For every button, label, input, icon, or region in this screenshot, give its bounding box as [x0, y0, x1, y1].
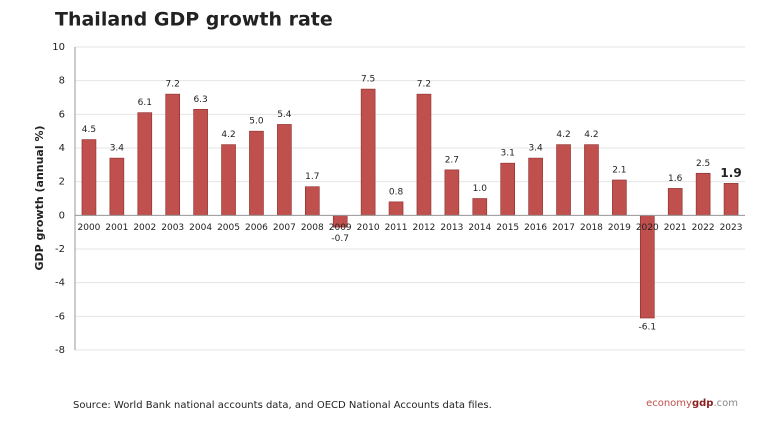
x-tick-label: 2006	[245, 223, 268, 233]
y-axis-label: GDP growth (annual %)	[33, 125, 46, 270]
x-tick-label: 2015	[496, 223, 519, 233]
bar	[612, 179, 627, 216]
value-label: 1.0	[473, 184, 488, 194]
bar	[81, 139, 97, 216]
bar	[444, 169, 460, 216]
x-tick-label: 2019	[608, 223, 631, 233]
value-label: 3.4	[110, 144, 125, 154]
bar	[137, 112, 153, 216]
x-tick-label: 2005	[217, 223, 240, 233]
y-tick-label: 2	[59, 177, 65, 188]
bar	[667, 188, 683, 216]
x-tick-label: 2011	[385, 223, 408, 233]
y-tick-label: 10	[52, 42, 65, 53]
value-label: 7.5	[361, 75, 375, 85]
x-tick-label: 2020	[636, 223, 659, 233]
chart-title: Thailand GDP growth rate	[55, 9, 333, 31]
value-label: -6.1	[639, 323, 657, 333]
bar	[360, 88, 376, 216]
value-label: 7.2	[166, 80, 180, 90]
bar	[416, 93, 432, 216]
bar	[249, 130, 264, 216]
value-label: 3.1	[501, 149, 515, 159]
bar	[193, 108, 208, 216]
value-label: -0.7	[331, 234, 349, 244]
value-label: 6.3	[193, 95, 207, 105]
value-label: 7.2	[417, 80, 431, 90]
bar	[528, 157, 543, 216]
x-tick-label: 2016	[524, 223, 547, 233]
x-tick-label: 2013	[440, 223, 463, 233]
brand-part: gdp	[692, 398, 713, 409]
value-label: 1.7	[305, 172, 319, 182]
source-note: Source: World Bank national accounts dat…	[73, 400, 492, 411]
x-tick-label: 2017	[552, 223, 575, 233]
x-tick-label: 2014	[468, 223, 491, 233]
value-label: 2.1	[612, 165, 626, 175]
value-label: 2.7	[445, 155, 459, 165]
x-tick-label: 2008	[301, 223, 324, 233]
value-label: 0.8	[389, 187, 404, 197]
bar	[277, 124, 292, 216]
bar	[221, 144, 236, 216]
x-tick-label: 2004	[189, 223, 212, 233]
value-label: 4.5	[82, 125, 96, 135]
x-tick-label: 2000	[78, 223, 101, 233]
bar	[723, 183, 739, 216]
bar	[584, 144, 599, 216]
bar	[500, 162, 516, 216]
x-tick-label: 2018	[580, 223, 603, 233]
value-label: 2.5	[696, 159, 710, 169]
x-tick-label: 2021	[664, 223, 687, 233]
x-tick-label: 2002	[133, 223, 156, 233]
y-tick-label: -6	[55, 311, 65, 322]
x-tick-label: 2022	[692, 223, 715, 233]
value-label: 4.2	[584, 130, 598, 140]
y-tick-label: -2	[55, 244, 65, 255]
y-tick-label: 8	[59, 76, 65, 87]
value-label: 3.4	[528, 144, 543, 154]
y-tick-label: -4	[55, 278, 65, 289]
x-tick-label: 2010	[357, 223, 380, 233]
bar	[556, 144, 571, 216]
value-label: 1.9	[720, 166, 741, 180]
y-tick-label: 4	[59, 143, 65, 154]
bar	[304, 186, 320, 216]
value-label: 4.2	[556, 130, 570, 140]
x-tick-label: 2012	[413, 223, 436, 233]
brand: economygdp.com	[646, 398, 738, 409]
x-tick-label: 2007	[273, 223, 296, 233]
bar	[165, 93, 181, 216]
brand-part: economy	[646, 398, 692, 409]
y-tick-label: -8	[55, 345, 65, 356]
bar	[695, 172, 711, 216]
bar	[472, 198, 488, 216]
x-tick-label: 2009	[329, 223, 352, 233]
value-label: 5.0	[249, 117, 264, 127]
value-label: 5.4	[277, 110, 292, 120]
brand-part: .com	[713, 398, 738, 409]
value-label: 1.6	[668, 174, 683, 184]
value-label: 6.1	[138, 98, 152, 108]
bar	[388, 201, 404, 216]
x-tick-label: 2001	[105, 223, 128, 233]
bar	[109, 157, 125, 216]
x-tick-label: 2023	[720, 223, 743, 233]
value-label: 4.2	[221, 130, 235, 140]
x-tick-label: 2003	[161, 223, 184, 233]
y-tick-label: 6	[59, 109, 65, 120]
y-tick-label: 0	[59, 210, 65, 221]
